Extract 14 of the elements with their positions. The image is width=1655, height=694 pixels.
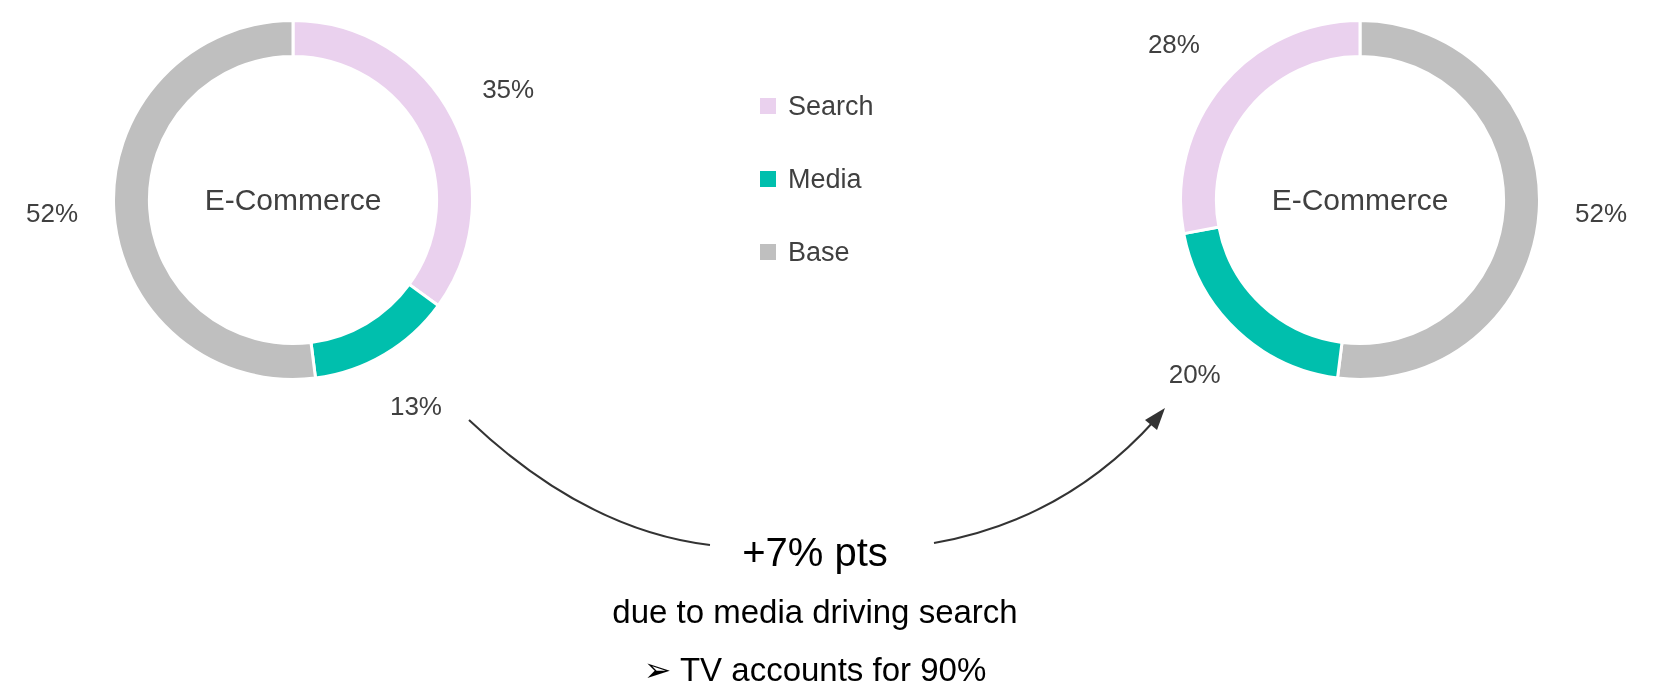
legend-label: Base: [788, 236, 850, 268]
text: E-Commerce: [204, 183, 382, 216]
text: E-Commerce: [1271, 183, 1449, 216]
legend-label: Media: [788, 163, 862, 195]
data-label: 35%: [482, 73, 535, 104]
legend-label: Search: [788, 90, 874, 122]
text: +7% pts: [741, 530, 889, 574]
data-label: 13%: [389, 391, 442, 422]
data-label: 52%: [25, 198, 78, 229]
data-label: 20%: [1168, 359, 1221, 390]
text: ➢ TV accounts for 90%: [642, 651, 988, 689]
data-label: 28%: [1147, 29, 1200, 60]
text: due to media driving search: [611, 593, 1019, 631]
data-label: 52%: [1575, 198, 1628, 229]
